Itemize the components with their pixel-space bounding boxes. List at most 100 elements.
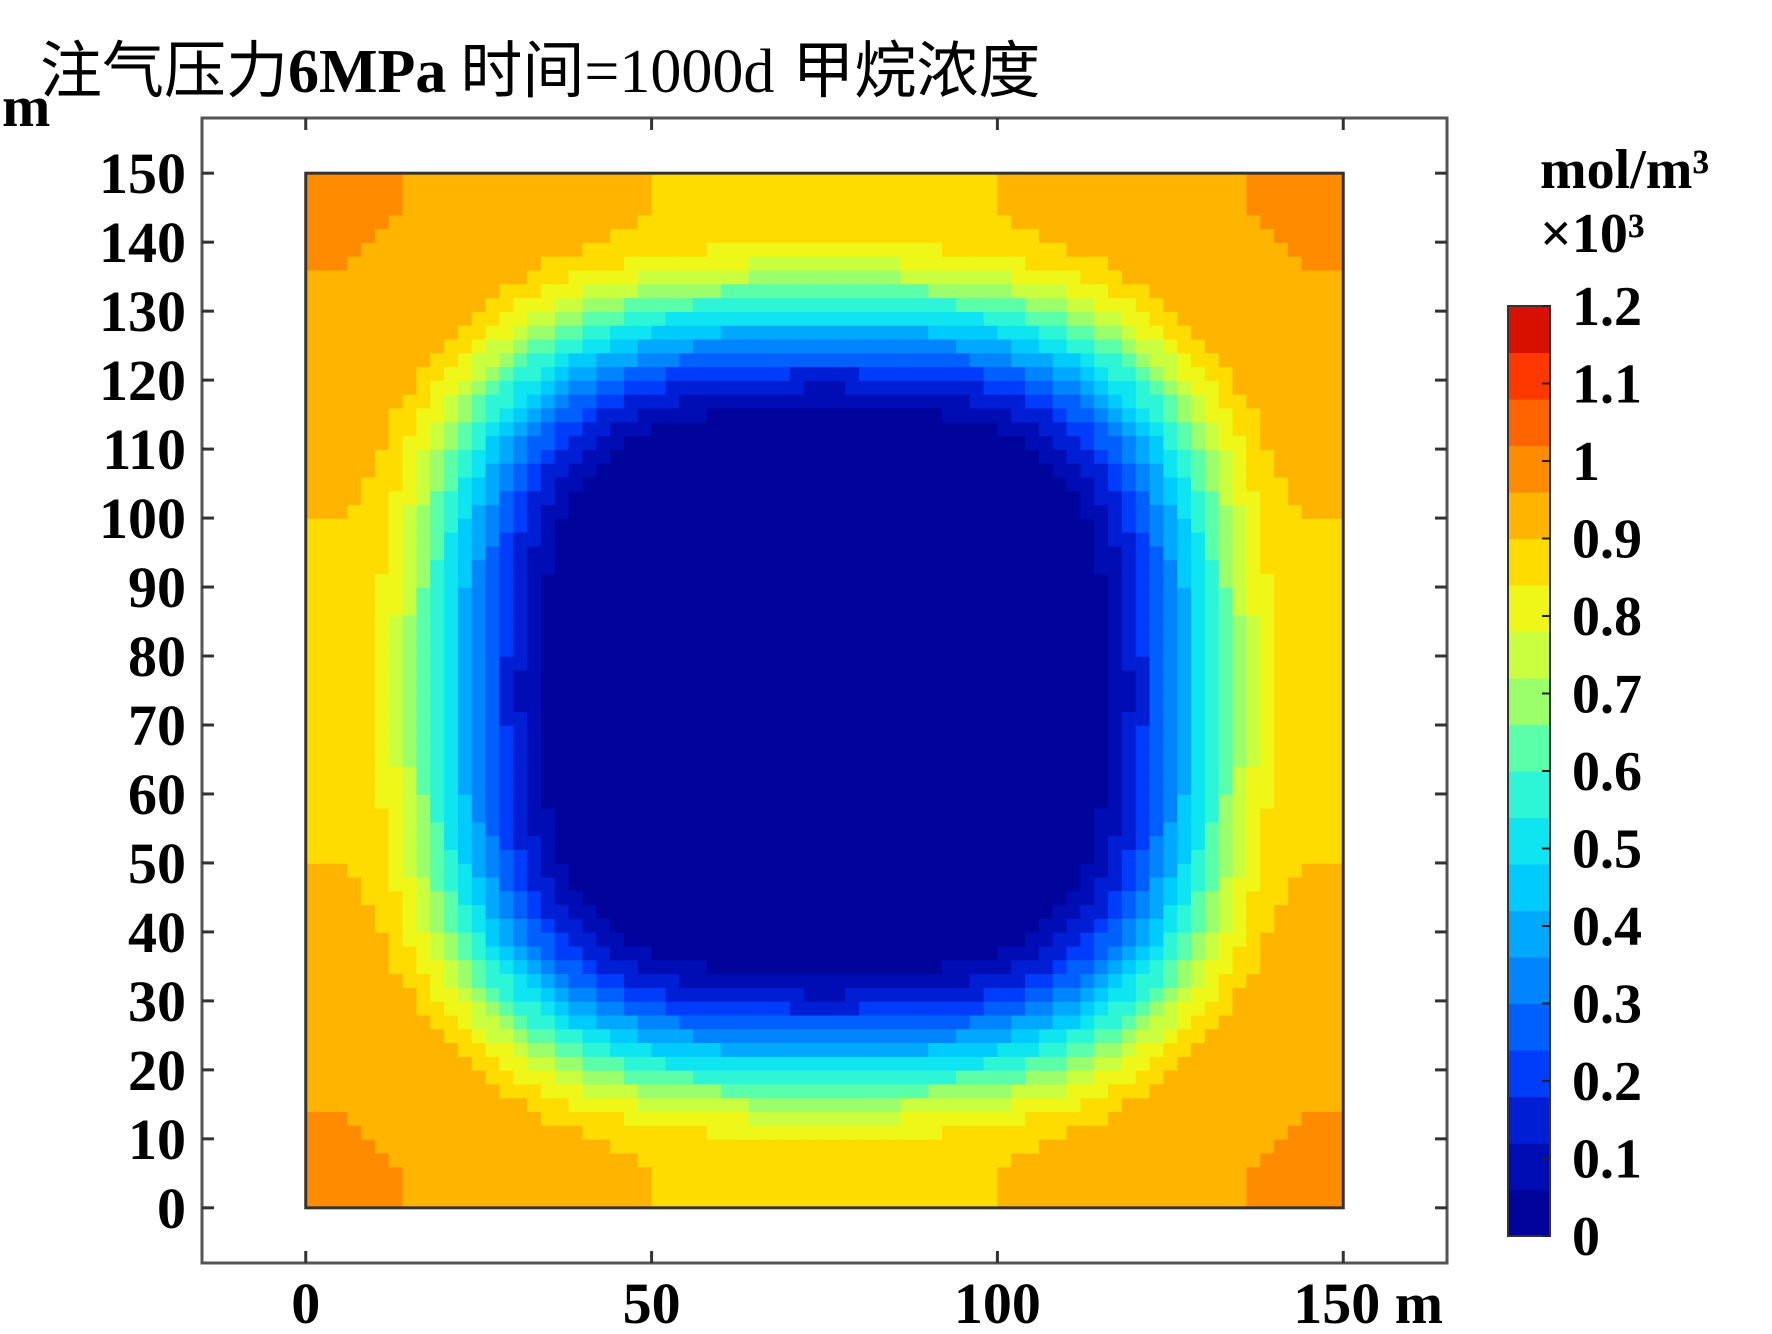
field-cell [1108,752,1123,768]
field-cell [706,780,722,795]
field-cell [319,407,335,423]
field-cell [983,545,999,561]
field-cell [734,214,750,230]
field-cell [457,1152,473,1168]
field-cell [886,683,902,699]
field-cell [762,904,777,919]
field-cell [706,393,722,409]
field-cell [582,283,598,299]
field-cell [388,1083,404,1099]
field-cell [817,724,833,740]
field-cell [623,711,639,726]
field-cell [374,545,390,561]
field-cell [430,352,445,368]
field-cell [388,821,404,837]
field-cell [1066,1138,1082,1154]
field-cell [485,476,501,492]
field-cell [347,614,362,630]
field-cell [789,242,805,257]
field-cell [388,656,404,671]
field-cell [1135,242,1151,257]
field-cell [444,1056,459,1071]
field-cell [637,421,653,437]
field-cell [748,642,764,657]
field-cell [914,407,930,423]
field-cell [706,697,722,712]
field-cell [776,1194,791,1208]
field-cell [637,407,653,423]
field-cell [872,283,888,299]
field-cell [900,766,916,781]
field-cell [444,931,459,947]
field-cell [623,1111,639,1126]
field-cell [513,366,528,381]
field-cell [1066,724,1082,740]
field-cell [596,421,611,437]
field-cell [789,959,805,975]
field-cell [457,793,473,809]
field-cell [1135,683,1151,699]
field-cell [1080,711,1096,726]
field-cell [803,1166,819,1182]
field-cell [430,380,445,395]
field-cell [928,711,943,726]
field-cell [942,780,957,795]
field-cell [361,918,376,933]
field-cell [720,628,736,644]
field-cell [900,614,916,630]
field-cell [1163,1014,1179,1030]
field-cell [540,573,556,588]
field-cell [776,283,791,299]
field-cell [693,1056,708,1071]
field-cell [997,793,1013,809]
field-cell [457,862,473,878]
field-cell [900,338,916,354]
field-cell [319,421,335,437]
field-cell [637,352,653,368]
field-cell [471,628,487,644]
field-cell [969,338,985,354]
field-cell [568,531,584,547]
field-cell [596,435,611,450]
field-cell [955,255,971,271]
field-cell [1011,311,1026,326]
field-cell [499,435,515,450]
field-cell [651,793,667,809]
field-cell [1191,738,1206,754]
field-cell [706,173,722,188]
field-cell [803,904,819,919]
field-cell [900,545,916,561]
field-cell [416,531,432,547]
field-cell [513,987,528,1002]
field-cell [789,1111,805,1126]
field-cell [457,504,473,519]
field-cell [637,766,653,781]
field-cell [817,614,833,630]
field-cell [872,214,888,230]
field-cell [568,1069,584,1085]
field-cell [928,628,943,644]
field-cell [596,614,611,630]
field-cell [416,200,432,216]
field-cell [444,1028,459,1044]
field-cell [430,228,445,243]
field-cell [900,738,916,754]
field-cell [803,352,819,368]
field-cell [817,835,833,850]
field-cell [914,297,930,312]
field-cell [831,352,847,368]
field-cell [859,269,874,285]
field-cell [955,1028,971,1044]
field-cell [1149,697,1165,712]
field-cell [333,462,349,478]
field-cell [665,931,681,947]
field-cell [361,435,376,450]
field-cell [845,421,860,437]
field-cell [333,1125,349,1140]
field-cell [361,200,376,216]
field-cell [872,669,888,685]
field-cell [527,559,542,575]
field-cell [997,393,1013,409]
field-cell [720,752,736,768]
field-cell [789,835,805,850]
